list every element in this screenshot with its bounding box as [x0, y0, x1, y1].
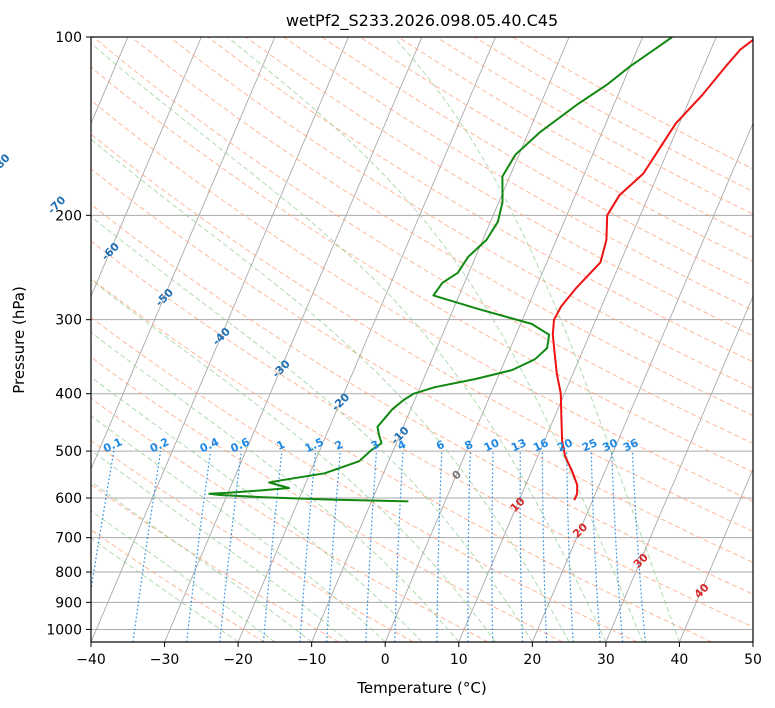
isotherm-label: -80	[0, 151, 13, 174]
y-tick-label: 200	[55, 208, 82, 224]
profile-series	[208, 37, 753, 503]
mixing-ratio-line	[186, 451, 212, 642]
chart-title: wetPf2_S233.2026.098.05.40.C45	[286, 11, 558, 31]
dry-adiabat-line	[91, 203, 753, 595]
isotherm-line	[91, 37, 202, 298]
isotherm-line	[679, 467, 753, 642]
background-lines	[91, 37, 753, 642]
mixing-ratio-line	[132, 451, 162, 642]
mixing-ratio-label: 20	[555, 436, 575, 454]
y-tick-label: 700	[55, 531, 82, 547]
mixing-ratio-line	[262, 451, 283, 642]
dry-adiabat-line	[91, 356, 563, 642]
dry-adiabat-line	[91, 440, 414, 642]
mixing-ratio-label: 10	[482, 436, 502, 454]
y-axis-title: Pressure (hPa)	[10, 286, 28, 394]
moist-adiabat-line	[91, 331, 460, 642]
mixing-ratio-label: 30	[600, 436, 620, 454]
x-axis-title: Temperature (°C)	[356, 679, 486, 697]
mixing-ratio-line	[219, 451, 242, 642]
dry-adiabat-line	[169, 37, 753, 389]
plot-frame	[90, 36, 754, 643]
dry-adiabat-line	[207, 37, 753, 363]
x-tick-label: −30	[150, 652, 180, 668]
x-tick-label: 0	[381, 652, 390, 668]
moist-adiabat-line	[91, 376, 423, 642]
y-tick-label: 400	[55, 387, 82, 403]
y-tick-label: 900	[55, 595, 82, 611]
moist-adiabat-line	[91, 537, 239, 642]
y-tick-label: 300	[55, 313, 82, 329]
y-tick-label: 600	[55, 491, 82, 507]
dry-adiabat-line	[91, 397, 489, 642]
dry-adiabat-line	[91, 133, 753, 533]
mixing-ratio-label: 36	[621, 436, 641, 454]
moist-adiabat-line	[91, 279, 496, 642]
x-tick-label: 10	[450, 652, 468, 668]
dewpoint-profile-line	[208, 37, 673, 503]
dry-adiabat-line	[91, 278, 713, 642]
isotherm-line	[384, 37, 644, 642]
dry-adiabat-line	[91, 529, 265, 642]
dry-adiabat-line	[91, 316, 638, 642]
x-tick-label: 30	[597, 652, 615, 668]
moist-adiabat-line	[91, 138, 570, 642]
x-tick-label: −20	[223, 652, 253, 668]
y-tick-label: 1000	[46, 622, 82, 638]
dry-adiabat-line	[91, 483, 340, 642]
dry-adiabat-line	[91, 99, 753, 502]
mixing-ratio-label: 16	[531, 436, 551, 454]
y-tick-label: 800	[55, 565, 82, 581]
plot-area	[91, 37, 753, 642]
isotherm-line	[531, 122, 753, 642]
mixing-ratio-label: 25	[580, 436, 599, 454]
isotherm-line	[237, 37, 496, 642]
isotherm-line	[91, 37, 276, 471]
isotherm-line	[458, 37, 717, 642]
moist-adiabat-line	[393, 37, 680, 642]
dry-adiabat-line	[131, 37, 753, 417]
mixing-ratio-line	[299, 451, 317, 642]
plot-background	[91, 37, 753, 642]
mixing-ratio-line	[91, 450, 115, 594]
x-tick-label: −10	[297, 652, 327, 668]
moist-adiabat-line	[91, 215, 533, 642]
mixing-ratio-label: 13	[509, 436, 528, 454]
x-tick-label: 20	[523, 652, 541, 668]
isotherm-line	[752, 640, 753, 642]
isotherm-line	[605, 295, 753, 642]
y-tick-label: 500	[55, 444, 82, 460]
y-tick-label: 100	[55, 30, 82, 46]
x-tick-label: −40	[76, 652, 106, 668]
dry-adiabat-line	[91, 240, 753, 628]
x-tick-label: 50	[744, 652, 762, 668]
x-tick-label: 40	[671, 652, 689, 668]
isotherm-line	[164, 37, 423, 642]
temperature-profile-line	[551, 38, 753, 501]
moist-adiabat-line	[91, 415, 386, 642]
isotherm-line	[91, 37, 349, 642]
axes: −40 −30 −20 −10 0 10 20 30 40 50 100 200 300 400 500 60…	[46, 30, 762, 668]
dry-adiabat-line	[91, 168, 753, 563]
moist-adiabat-line	[91, 449, 349, 642]
